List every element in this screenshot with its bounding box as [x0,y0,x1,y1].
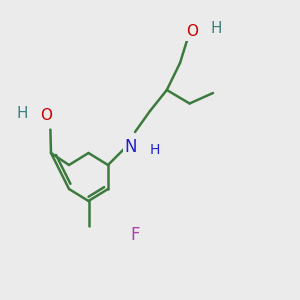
Text: F: F [130,226,140,244]
Text: H: H [149,143,160,157]
Text: O: O [186,24,198,39]
Text: H: H [17,106,28,122]
Text: H: H [210,21,222,36]
Text: O: O [40,108,52,123]
Text: N: N [124,138,137,156]
